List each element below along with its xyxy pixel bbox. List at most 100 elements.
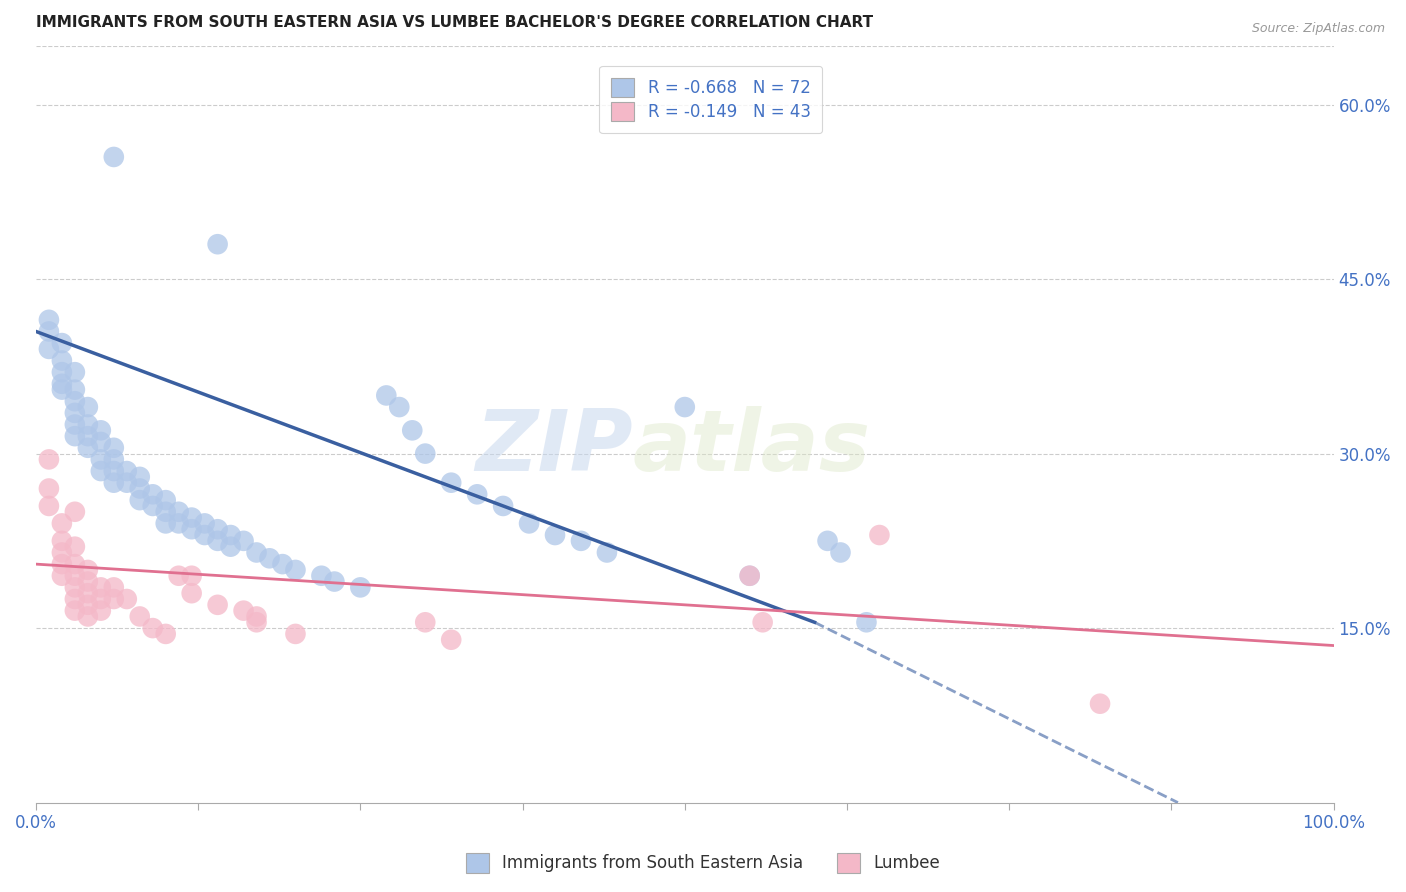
Point: [76, 400, 98, 414]
Point: [868, 528, 890, 542]
Point: [51, 545, 73, 559]
Text: atlas: atlas: [633, 406, 870, 489]
Point: [63, 429, 86, 443]
Point: [219, 540, 242, 554]
Point: [738, 568, 761, 582]
Point: [90, 581, 112, 595]
Point: [90, 452, 112, 467]
Point: [51, 336, 73, 351]
Point: [128, 493, 150, 508]
Point: [38, 313, 60, 327]
Point: [155, 627, 177, 641]
Point: [76, 441, 98, 455]
Point: [103, 452, 125, 467]
Point: [259, 551, 281, 566]
Legend: Immigrants from South Eastern Asia, Lumbee: Immigrants from South Eastern Asia, Lumb…: [460, 847, 946, 880]
Point: [51, 557, 73, 571]
Point: [63, 505, 86, 519]
Point: [142, 487, 165, 501]
Point: [155, 516, 177, 531]
Point: [76, 417, 98, 432]
Point: [830, 545, 852, 559]
Point: [38, 342, 60, 356]
Point: [51, 376, 73, 391]
Point: [51, 516, 73, 531]
Point: [544, 528, 567, 542]
Point: [401, 423, 423, 437]
Point: [63, 406, 86, 420]
Point: [38, 482, 60, 496]
Point: [38, 499, 60, 513]
Text: IMMIGRANTS FROM SOUTH EASTERN ASIA VS LUMBEE BACHELOR'S DEGREE CORRELATION CHART: IMMIGRANTS FROM SOUTH EASTERN ASIA VS LU…: [37, 15, 873, 30]
Point: [76, 609, 98, 624]
Point: [284, 563, 307, 577]
Point: [180, 522, 202, 536]
Point: [63, 383, 86, 397]
Point: [76, 429, 98, 443]
Point: [738, 568, 761, 582]
Point: [194, 516, 217, 531]
Point: [492, 499, 515, 513]
Point: [63, 540, 86, 554]
Point: [284, 627, 307, 641]
Point: [76, 586, 98, 600]
Point: [103, 441, 125, 455]
Point: [569, 533, 592, 548]
Point: [167, 568, 190, 582]
Point: [207, 598, 229, 612]
Text: Source: ZipAtlas.com: Source: ZipAtlas.com: [1251, 22, 1385, 36]
Point: [103, 464, 125, 478]
Point: [90, 464, 112, 478]
Point: [63, 365, 86, 379]
Point: [245, 609, 267, 624]
Point: [517, 516, 540, 531]
Point: [90, 434, 112, 449]
Point: [103, 592, 125, 607]
Point: [219, 528, 242, 542]
Point: [90, 592, 112, 607]
Point: [180, 586, 202, 600]
Point: [103, 475, 125, 490]
Point: [51, 533, 73, 548]
Point: [245, 615, 267, 630]
Point: [465, 487, 488, 501]
Point: [63, 581, 86, 595]
Point: [90, 423, 112, 437]
Point: [128, 470, 150, 484]
Point: [207, 522, 229, 536]
Text: ZIP: ZIP: [475, 406, 633, 489]
Point: [375, 388, 398, 402]
Point: [115, 464, 138, 478]
Point: [596, 545, 619, 559]
Point: [232, 604, 254, 618]
Point: [38, 325, 60, 339]
Legend: R = -0.668   N = 72, R = -0.149   N = 43: R = -0.668 N = 72, R = -0.149 N = 43: [599, 66, 823, 133]
Point: [142, 621, 165, 635]
Point: [51, 383, 73, 397]
Point: [115, 592, 138, 607]
Point: [76, 563, 98, 577]
Point: [349, 581, 371, 595]
Point: [63, 568, 86, 582]
Point: [128, 482, 150, 496]
Point: [207, 533, 229, 548]
Point: [413, 447, 436, 461]
Point: [76, 598, 98, 612]
Point: [180, 568, 202, 582]
Point: [817, 533, 839, 548]
Point: [115, 475, 138, 490]
Point: [167, 505, 190, 519]
Point: [232, 533, 254, 548]
Point: [413, 615, 436, 630]
Point: [51, 365, 73, 379]
Point: [440, 632, 463, 647]
Point: [751, 615, 773, 630]
Point: [51, 353, 73, 368]
Point: [63, 417, 86, 432]
Point: [323, 574, 346, 589]
Point: [38, 452, 60, 467]
Point: [1088, 697, 1111, 711]
Point: [90, 604, 112, 618]
Point: [51, 568, 73, 582]
Point: [167, 516, 190, 531]
